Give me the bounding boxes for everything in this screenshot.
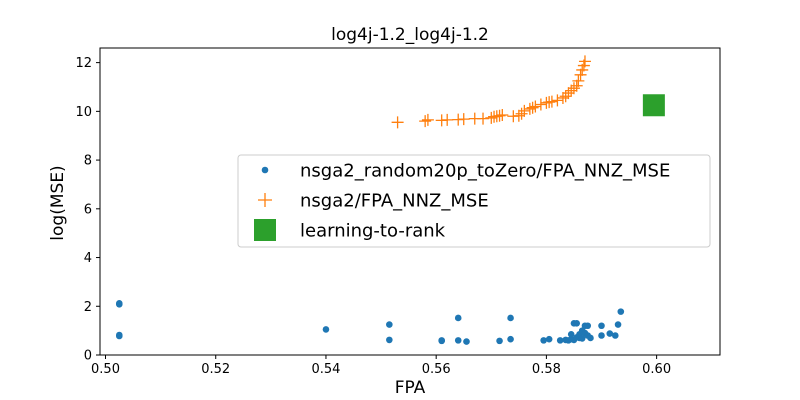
- y-tick-label: 10: [75, 105, 92, 120]
- data-point: [570, 79, 583, 92]
- legend-marker: [258, 193, 272, 207]
- data-point: [614, 321, 622, 328]
- data-point: [545, 95, 558, 108]
- x-axis-label: FPA: [395, 378, 426, 398]
- data-point: [598, 322, 605, 330]
- x-tick-label: 0.52: [201, 362, 230, 377]
- data-point: [115, 332, 123, 340]
- y-tick-label: 12: [75, 56, 92, 71]
- data-point: [493, 109, 506, 122]
- legend-label: nsga2_random20p_toZero/FPA_NNZ_MSE: [300, 161, 670, 182]
- data-point: [438, 337, 445, 344]
- data-point: [587, 334, 594, 342]
- legend-marker: [261, 166, 269, 174]
- legend-marker: [254, 219, 276, 241]
- axes-frame: [99, 47, 721, 356]
- y-tick-label: 4: [84, 251, 92, 266]
- data-markers: [115, 55, 665, 345]
- data-point: [386, 336, 393, 344]
- y-tick-label: 6: [84, 202, 92, 217]
- data-point: [526, 101, 539, 114]
- data-point: [642, 94, 665, 117]
- x-tick-label: 0.60: [642, 362, 671, 377]
- data-point: [534, 98, 547, 111]
- data-point: [606, 330, 614, 337]
- data-point: [573, 320, 581, 327]
- x-tick-label: 0.56: [422, 362, 451, 377]
- data-point: [454, 314, 462, 322]
- data-point: [457, 113, 470, 126]
- data-point: [496, 337, 503, 345]
- data-point: [556, 91, 569, 104]
- legend-box: [237, 154, 711, 248]
- data-point: [507, 314, 514, 322]
- data-point: [567, 330, 575, 338]
- data-point: [485, 111, 498, 124]
- data-point: [572, 74, 585, 87]
- data-point: [540, 337, 547, 344]
- y-tick-label: 2: [84, 300, 92, 315]
- data-point: [617, 308, 625, 315]
- data-point: [322, 326, 330, 333]
- data-point: [518, 104, 531, 117]
- x-tick-label: 0.58: [532, 362, 561, 377]
- data-point: [512, 109, 525, 122]
- data-point: [584, 322, 592, 330]
- series-2: [642, 94, 665, 117]
- data-point: [574, 68, 587, 81]
- data-point: [529, 100, 542, 113]
- legend: nsga2_random20p_toZero/FPA_NNZ_MSE nsga2/…: [237, 154, 711, 248]
- series-0: [115, 300, 625, 345]
- data-point: [419, 115, 432, 128]
- x-tick-label: 0.54: [311, 362, 340, 377]
- chart-title: log4j-1.2_log4j-1.2: [331, 25, 489, 45]
- data-point: [545, 335, 553, 343]
- data-point: [556, 337, 564, 344]
- data-point: [463, 338, 470, 345]
- data-point: [386, 321, 393, 328]
- data-point: [507, 335, 514, 343]
- data-point: [391, 116, 404, 129]
- data-point: [578, 55, 591, 68]
- x-tick-label: 0.50: [91, 362, 120, 377]
- data-point: [441, 113, 454, 126]
- legend-label: learning-to-rank: [300, 221, 446, 242]
- data-point: [567, 82, 580, 95]
- y-tick-label: 0: [84, 349, 92, 364]
- y-axis-label: log(MSE): [48, 165, 68, 240]
- data-point: [421, 113, 434, 126]
- data-point: [115, 301, 123, 308]
- data-point: [611, 332, 619, 339]
- y-tick-label: 8: [84, 154, 92, 169]
- axes: 0.50 0.52 0.54 0.56 0.58 0.60 0 2 4 6 8 10 12: [75, 47, 721, 377]
- legend-label: nsga2/FPA_NNZ_MSE: [300, 191, 489, 212]
- data-point: [565, 84, 578, 97]
- data-point: [578, 335, 586, 342]
- data-point: [551, 94, 564, 107]
- data-point: [523, 102, 536, 115]
- data-point: [515, 107, 528, 120]
- data-point: [454, 337, 462, 344]
- data-point: [540, 96, 553, 109]
- data-point: [496, 109, 509, 122]
- series-1: [391, 55, 591, 129]
- data-point: [477, 112, 490, 125]
- data-point: [562, 87, 575, 100]
- data-point: [598, 332, 605, 339]
- data-point: [559, 90, 572, 103]
